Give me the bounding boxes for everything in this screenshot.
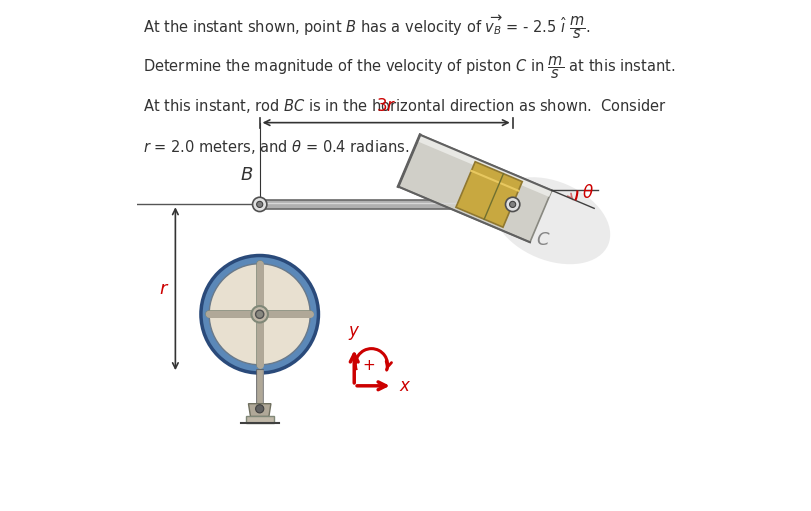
Ellipse shape <box>492 177 610 264</box>
Circle shape <box>255 310 264 318</box>
FancyBboxPatch shape <box>260 200 513 209</box>
Circle shape <box>505 197 520 212</box>
Text: $r$: $r$ <box>159 280 169 298</box>
Polygon shape <box>456 162 522 227</box>
Text: $+$: $+$ <box>363 358 375 373</box>
Polygon shape <box>248 404 271 416</box>
Text: Determine the magnitude of the velocity of piston $\mathit{C}$ in $\dfrac{m}{s}$: Determine the magnitude of the velocity … <box>144 55 676 81</box>
Text: $\theta$: $\theta$ <box>582 184 594 202</box>
Circle shape <box>509 201 516 207</box>
Circle shape <box>255 405 264 413</box>
Text: $A$: $A$ <box>272 310 286 329</box>
Text: $y$: $y$ <box>348 324 360 342</box>
Text: $C$: $C$ <box>535 231 550 249</box>
Circle shape <box>251 306 268 322</box>
Ellipse shape <box>201 256 319 373</box>
Text: $3r$: $3r$ <box>376 97 397 115</box>
Polygon shape <box>418 135 551 197</box>
Text: $B$: $B$ <box>240 166 254 184</box>
Text: At the instant shown, point $\mathit{B}$ has a velocity of $\overrightarrow{v_B}: At the instant shown, point $\mathit{B}$… <box>144 13 590 41</box>
Ellipse shape <box>209 264 311 365</box>
Circle shape <box>252 197 267 212</box>
Text: At this instant, rod $\mathit{BC}$ is in the horizontal direction as shown.  Con: At this instant, rod $\mathit{BC}$ is in… <box>144 97 667 114</box>
Polygon shape <box>398 135 551 242</box>
FancyBboxPatch shape <box>246 416 274 423</box>
Text: $r$ = 2.0 meters, and $\theta$ = 0.4 radians.: $r$ = 2.0 meters, and $\theta$ = 0.4 rad… <box>144 138 410 156</box>
Circle shape <box>256 201 263 207</box>
Text: $x$: $x$ <box>399 377 411 395</box>
